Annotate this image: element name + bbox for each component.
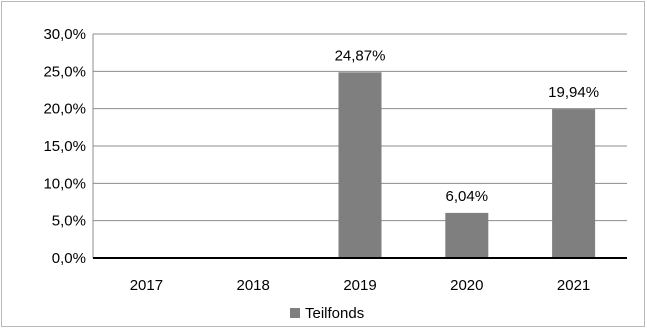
- bars: [338, 72, 596, 258]
- x-axis-tick-labels: 2017 2018 2019 2020 2021: [130, 277, 591, 294]
- bar-2019: [338, 72, 382, 258]
- y-tick-label: 30,0%: [43, 26, 86, 43]
- legend: Teilfonds: [290, 305, 364, 322]
- data-label-2019: 24,87%: [335, 47, 386, 64]
- legend-label: Teilfonds: [305, 305, 364, 322]
- y-tick-label: 5,0%: [52, 213, 86, 230]
- legend-swatch: [290, 308, 300, 318]
- data-label-2021: 19,94%: [548, 84, 599, 101]
- bar-2020: [445, 212, 489, 258]
- y-tick-label: 0,0%: [52, 250, 86, 267]
- x-tick-label-2018: 2018: [237, 277, 270, 294]
- y-tick-label: 15,0%: [43, 138, 86, 155]
- data-labels: 24,87% 6,04% 19,94%: [335, 47, 599, 205]
- bar-2021: [552, 109, 596, 258]
- y-tick-label: 10,0%: [43, 175, 86, 192]
- x-tick-label-2021: 2021: [557, 277, 590, 294]
- y-axis-tick-labels: 0,0% 5,0% 10,0% 15,0% 20,0% 25,0% 30,0%: [43, 26, 86, 267]
- data-label-2020: 6,04%: [446, 188, 489, 205]
- x-tick-label-2017: 2017: [130, 277, 163, 294]
- y-tick-label: 20,0%: [43, 101, 86, 118]
- y-tick-label: 25,0%: [43, 63, 86, 80]
- x-tick-label-2019: 2019: [343, 277, 376, 294]
- x-tick-label-2020: 2020: [450, 277, 483, 294]
